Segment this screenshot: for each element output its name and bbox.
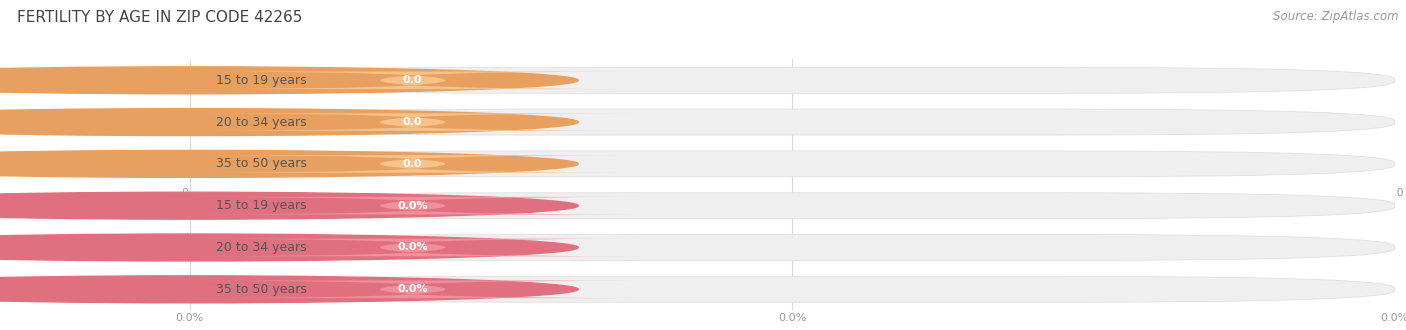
Text: 15 to 19 years: 15 to 19 years [217, 199, 307, 212]
Circle shape [0, 67, 578, 94]
Text: 0.0: 0.0 [404, 117, 422, 127]
FancyBboxPatch shape [190, 151, 1395, 177]
Text: 0.0: 0.0 [404, 159, 422, 169]
Text: 35 to 50 years: 35 to 50 years [217, 157, 307, 170]
Text: Source: ZipAtlas.com: Source: ZipAtlas.com [1274, 10, 1399, 23]
FancyBboxPatch shape [190, 193, 1395, 219]
FancyBboxPatch shape [181, 280, 645, 298]
FancyBboxPatch shape [190, 235, 1395, 260]
Circle shape [0, 276, 578, 303]
FancyBboxPatch shape [190, 109, 1395, 135]
FancyBboxPatch shape [190, 276, 1395, 302]
FancyBboxPatch shape [181, 155, 645, 173]
Text: 20 to 34 years: 20 to 34 years [217, 241, 307, 254]
Text: 15 to 19 years: 15 to 19 years [217, 74, 307, 87]
FancyBboxPatch shape [181, 239, 645, 256]
Circle shape [0, 109, 578, 136]
Text: 0.0: 0.0 [404, 75, 422, 85]
Text: 0.0%: 0.0% [398, 284, 427, 294]
Circle shape [0, 150, 578, 178]
FancyBboxPatch shape [190, 67, 1395, 93]
Text: 0.0%: 0.0% [398, 243, 427, 252]
FancyBboxPatch shape [181, 72, 645, 89]
Circle shape [0, 192, 578, 219]
FancyBboxPatch shape [181, 197, 645, 214]
Text: 35 to 50 years: 35 to 50 years [217, 283, 307, 296]
Text: 0.0%: 0.0% [398, 201, 427, 211]
Text: 20 to 34 years: 20 to 34 years [217, 115, 307, 129]
FancyBboxPatch shape [181, 113, 645, 131]
Text: FERTILITY BY AGE IN ZIP CODE 42265: FERTILITY BY AGE IN ZIP CODE 42265 [17, 10, 302, 25]
Circle shape [0, 234, 578, 261]
